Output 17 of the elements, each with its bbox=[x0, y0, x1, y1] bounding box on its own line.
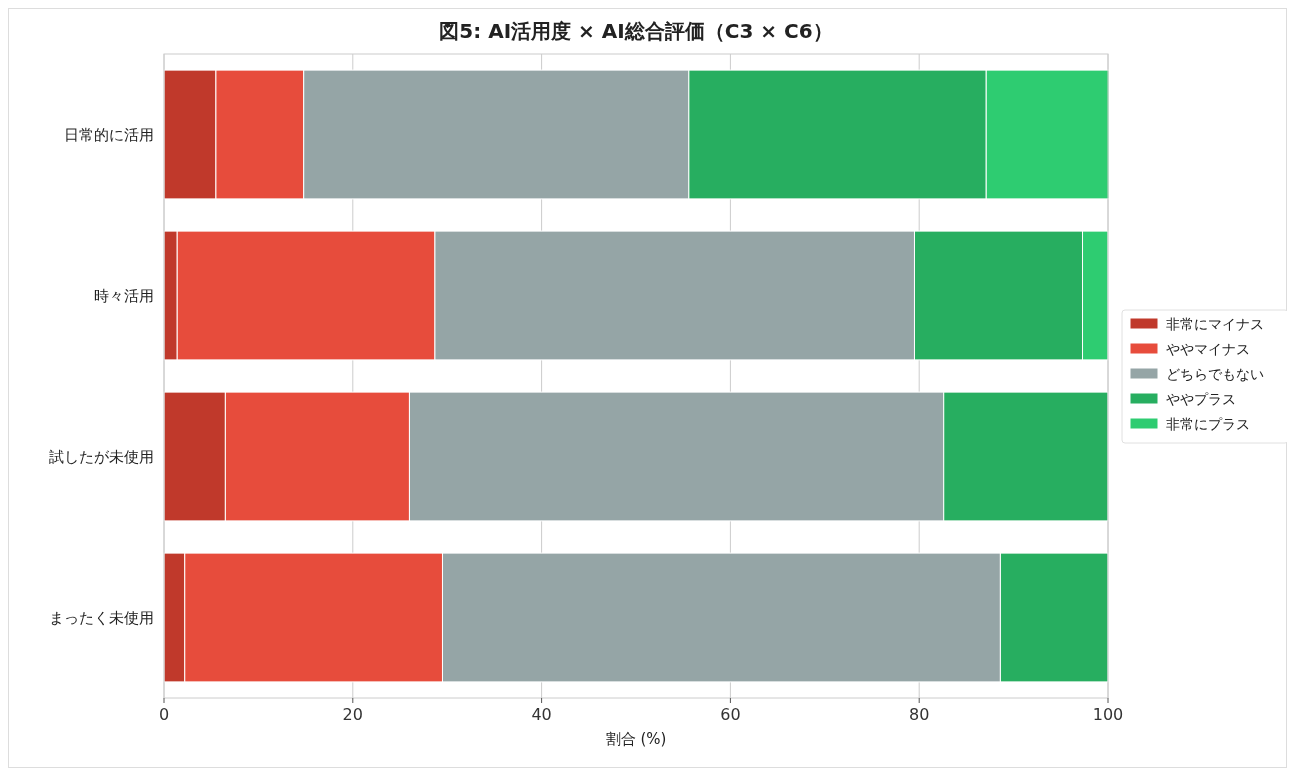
y-tick-label: 日常的に活用 bbox=[64, 125, 154, 144]
y-tick-label: 試したが未使用 bbox=[49, 447, 154, 466]
legend-label: どちらでもない bbox=[1166, 365, 1264, 382]
x-tick-label: 60 bbox=[720, 705, 741, 724]
legend-label: ややプラス bbox=[1166, 390, 1236, 407]
x-axis-title: 割合 (%) bbox=[605, 730, 667, 748]
x-tick-label: 20 bbox=[342, 705, 363, 724]
legend-label: 非常にプラス bbox=[1166, 415, 1250, 432]
x-tick-label: 100 bbox=[1092, 705, 1124, 724]
y-tick-label: 時々活用 bbox=[94, 286, 154, 305]
legend-label: 非常にマイナス bbox=[1166, 315, 1264, 332]
legend-label: ややマイナス bbox=[1166, 340, 1250, 357]
x-tick-label: 80 bbox=[909, 705, 930, 724]
x-tick-label: 40 bbox=[531, 705, 552, 724]
x-tick-label: 0 bbox=[158, 705, 170, 724]
chart-title: 図5: AI活用度 × AI総合評価（C3 × C6） bbox=[439, 19, 833, 43]
y-tick-label: まったく未使用 bbox=[49, 608, 154, 627]
